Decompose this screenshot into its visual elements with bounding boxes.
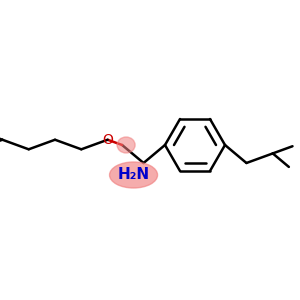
Ellipse shape — [117, 137, 135, 153]
Ellipse shape — [110, 162, 158, 188]
Text: O: O — [102, 133, 113, 147]
Text: H₂N: H₂N — [118, 167, 150, 182]
